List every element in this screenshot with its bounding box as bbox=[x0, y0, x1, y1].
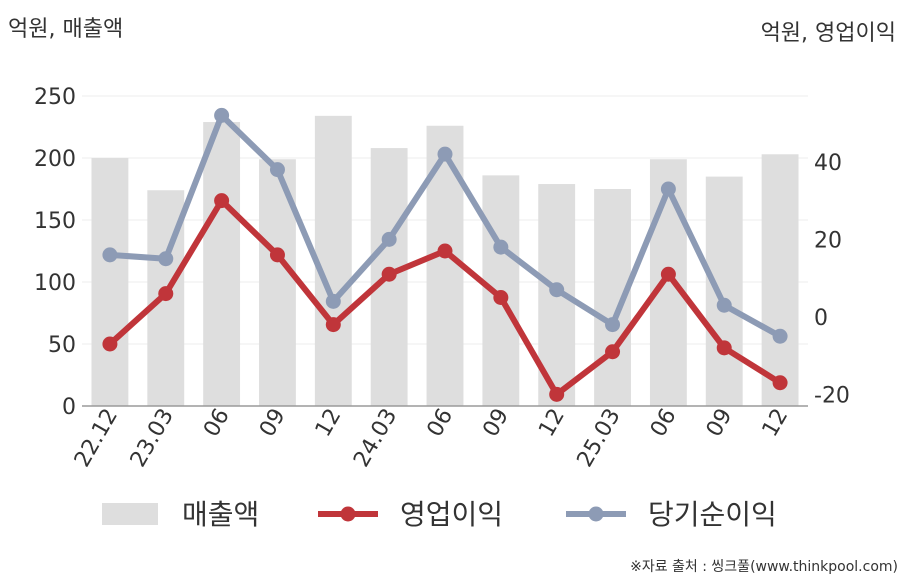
bar bbox=[649, 159, 687, 406]
legend-marker bbox=[340, 506, 356, 522]
legend-marker bbox=[588, 506, 604, 522]
x-tick-label: 23.03 bbox=[126, 405, 179, 472]
x-tick-label: 12 bbox=[311, 405, 347, 442]
data-point bbox=[772, 328, 788, 344]
legend-item: 당기순이익 bbox=[566, 498, 777, 531]
data-point bbox=[381, 231, 397, 247]
data-point bbox=[605, 344, 621, 360]
legend-label: 매출액 bbox=[182, 498, 259, 531]
bar bbox=[203, 122, 241, 406]
right-tick-label: -20 bbox=[814, 383, 850, 408]
left-tick-label: 150 bbox=[34, 209, 76, 234]
data-point bbox=[325, 317, 341, 333]
data-point bbox=[437, 243, 453, 259]
x-tick-label: 22.12 bbox=[70, 405, 123, 472]
data-point bbox=[158, 251, 174, 267]
left-tick-label: 100 bbox=[34, 271, 76, 296]
x-tick-labels: 22.12 23.03 06 09 12 24.03 06 09 12 25.03 06 09 12 bbox=[70, 405, 793, 472]
data-point bbox=[325, 293, 341, 309]
data-point bbox=[493, 239, 509, 255]
data-point bbox=[269, 247, 285, 263]
left-tick-label: 200 bbox=[34, 147, 76, 172]
data-point bbox=[269, 162, 285, 178]
data-point bbox=[549, 386, 565, 402]
data-point bbox=[493, 290, 509, 305]
series-line bbox=[102, 193, 788, 402]
data-point bbox=[772, 375, 788, 391]
x-tick-label: 06 bbox=[199, 405, 235, 442]
left-tick-labels: 0 50 100 150 200 250 bbox=[34, 85, 76, 420]
data-point bbox=[437, 146, 453, 162]
bar bbox=[761, 154, 799, 406]
right-tick-label: 0 bbox=[814, 306, 828, 331]
data-point bbox=[716, 297, 732, 313]
x-tick-label: 06 bbox=[646, 405, 682, 442]
legend-swatch bbox=[102, 503, 158, 525]
x-tick-label: 06 bbox=[423, 405, 459, 442]
x-tick-label: 09 bbox=[702, 405, 738, 442]
legend-item: 매출액 bbox=[102, 498, 259, 531]
x-tick-label: 09 bbox=[255, 405, 291, 442]
data-point bbox=[102, 336, 118, 352]
x-tick-label: 09 bbox=[478, 405, 514, 442]
right-tick-label: 40 bbox=[814, 151, 842, 176]
x-tick-label: 24.03 bbox=[349, 405, 402, 472]
legend-label: 당기순이익 bbox=[648, 498, 777, 531]
bar bbox=[314, 115, 352, 406]
left-tick-label: 50 bbox=[48, 333, 76, 358]
legend: 매출액 영업이익 당기순이익 bbox=[102, 498, 777, 531]
bar bbox=[91, 158, 129, 406]
series-line bbox=[102, 107, 788, 344]
data-point bbox=[158, 286, 174, 302]
legend-item: 영업이익 bbox=[318, 498, 503, 531]
x-tick-label: 12 bbox=[758, 405, 794, 442]
data-point bbox=[214, 193, 230, 209]
data-point bbox=[381, 266, 397, 282]
x-tick-label: 12 bbox=[534, 405, 570, 442]
bars bbox=[91, 115, 799, 406]
data-point bbox=[214, 107, 230, 123]
right-tick-labels: -20 0 20 40 bbox=[814, 151, 850, 409]
right-axis-title: 억원, 영업이익 bbox=[761, 21, 896, 46]
data-point bbox=[102, 247, 118, 263]
data-point bbox=[660, 266, 676, 282]
left-tick-label: 0 bbox=[62, 395, 76, 420]
series-lines bbox=[102, 107, 788, 402]
left-axis-title: 억원, 매출액 bbox=[8, 17, 123, 42]
data-point bbox=[660, 181, 676, 197]
bar bbox=[426, 125, 464, 406]
source-note: ※자료 출처 : 씽크풀(www.thinkpool.com) bbox=[630, 559, 898, 575]
data-point bbox=[549, 282, 565, 298]
bar bbox=[705, 176, 743, 406]
right-tick-label: 20 bbox=[814, 228, 842, 253]
data-point bbox=[605, 317, 621, 333]
left-tick-label: 250 bbox=[34, 85, 76, 110]
legend-label: 영업이익 bbox=[400, 498, 503, 531]
x-tick-label: 25.03 bbox=[573, 405, 626, 472]
data-point bbox=[716, 340, 732, 356]
